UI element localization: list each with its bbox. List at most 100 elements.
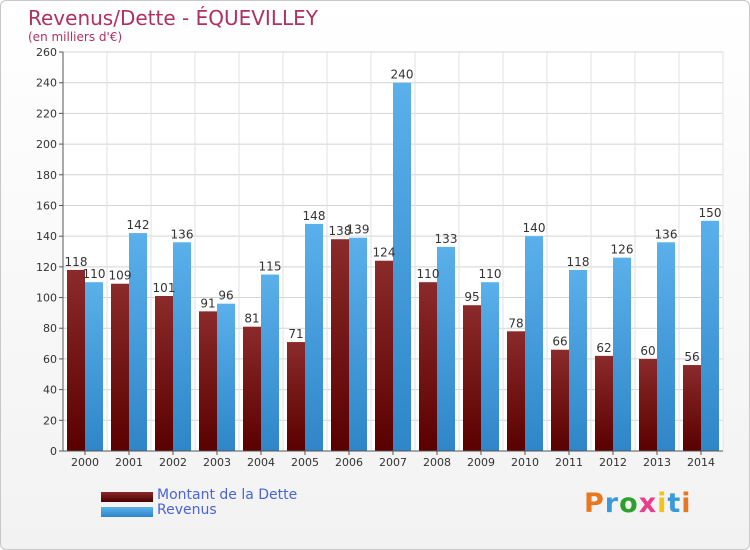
- logo-letter: o: [619, 488, 639, 519]
- data-label-revenus: 110: [479, 267, 502, 281]
- legend-label-revenus: Revenus: [157, 502, 217, 518]
- data-label-dette: 138: [329, 224, 352, 238]
- bar-revenus: [349, 237, 367, 451]
- x-tick-label: 2012: [599, 456, 627, 469]
- x-tick-label: 2002: [159, 456, 187, 469]
- bar-revenus: [129, 233, 147, 451]
- data-label-revenus: 240: [391, 68, 414, 82]
- bar-dette: [375, 260, 393, 451]
- bar-revenus: [657, 242, 675, 451]
- y-tick-label: 60: [43, 353, 57, 366]
- y-tick-label: 80: [43, 322, 57, 335]
- bar-dette: [419, 282, 437, 451]
- data-label-revenus: 115: [259, 260, 282, 274]
- data-label-revenus: 150: [699, 206, 722, 220]
- logo-letter: r: [604, 488, 620, 519]
- data-label-revenus: 140: [523, 221, 546, 235]
- bar-dette: [155, 296, 173, 451]
- data-label-revenus: 139: [347, 223, 370, 237]
- data-label-revenus: 142: [127, 218, 150, 232]
- data-label-revenus: 96: [218, 289, 233, 303]
- legend-label-dette: Montant de la Dette: [157, 487, 298, 503]
- bar-revenus: [261, 274, 279, 451]
- bar-revenus: [701, 220, 719, 451]
- data-label-dette: 62: [596, 341, 611, 355]
- x-tick-label: 2006: [335, 456, 363, 469]
- bar-revenus: [305, 223, 323, 451]
- x-tick-label: 2005: [291, 456, 319, 469]
- x-tick-label: 2009: [467, 456, 495, 469]
- data-label-dette: 71: [288, 327, 303, 341]
- y-tick-label: 160: [36, 199, 57, 212]
- bar-dette: [639, 358, 657, 451]
- y-tick-label: 40: [43, 384, 57, 397]
- bar-revenus: [85, 282, 103, 451]
- x-tick-label: 2014: [687, 456, 715, 469]
- bar-dette: [287, 342, 305, 451]
- logo-letter: i: [681, 488, 692, 519]
- bar-dette: [507, 331, 525, 451]
- bar-dette: [595, 355, 613, 451]
- data-label-dette: 91: [200, 296, 215, 310]
- chart-title: Revenus/Dette - ÉQUEVILLEY: [28, 6, 318, 30]
- bar-dette: [551, 349, 569, 451]
- bar-revenus: [217, 303, 235, 451]
- bar-revenus: [481, 282, 499, 451]
- bar-revenus: [613, 257, 631, 451]
- bar-dette: [331, 239, 349, 451]
- bar-dette: [243, 326, 261, 451]
- y-tick-label: 180: [36, 169, 57, 182]
- bar-dette: [463, 305, 481, 451]
- data-label-revenus: 118: [567, 255, 590, 269]
- data-label-revenus: 148: [303, 209, 326, 223]
- y-tick-label: 100: [36, 292, 57, 305]
- data-label-revenus: 126: [611, 243, 634, 257]
- logo-letter: i: [657, 488, 668, 519]
- y-tick-label: 240: [36, 77, 57, 90]
- data-label-revenus: 136: [655, 227, 678, 241]
- bar-revenus: [569, 269, 587, 451]
- data-label-dette: 101: [153, 281, 176, 295]
- x-tick-label: 2011: [555, 456, 583, 469]
- legend-swatch-revenus: [101, 507, 153, 517]
- x-tick-label: 2013: [643, 456, 671, 469]
- data-label-dette: 60: [640, 344, 655, 358]
- y-tick-label: 200: [36, 138, 57, 151]
- logo-letter: t: [667, 488, 682, 519]
- data-label-dette: 110: [417, 267, 440, 281]
- data-label-revenus: 110: [83, 267, 106, 281]
- x-tick-label: 2010: [511, 456, 539, 469]
- x-tick-label: 2000: [71, 456, 99, 469]
- proxiti-logo: Proxiti: [584, 488, 692, 519]
- x-tick-label: 2004: [247, 456, 275, 469]
- data-label-dette: 118: [65, 255, 88, 269]
- x-tick-label: 2007: [379, 456, 407, 469]
- y-tick-label: 140: [36, 230, 57, 243]
- y-tick-label: 20: [43, 414, 57, 427]
- bar-revenus: [437, 246, 455, 451]
- bar-revenus: [393, 82, 411, 451]
- logo-letter: P: [584, 488, 605, 519]
- y-tick-label: 220: [36, 107, 57, 120]
- chart-subtitle: (en milliers d'€): [28, 30, 123, 44]
- data-label-dette: 66: [552, 335, 567, 349]
- data-label-dette: 81: [244, 312, 259, 326]
- data-label-revenus: 136: [171, 227, 194, 241]
- x-tick-label: 2001: [115, 456, 143, 469]
- data-label-dette: 78: [508, 316, 523, 330]
- x-tick-label: 2008: [423, 456, 451, 469]
- data-label-dette: 109: [109, 269, 132, 283]
- bar-dette: [67, 269, 85, 451]
- data-label-dette: 124: [373, 246, 396, 260]
- logo-letter: x: [638, 488, 658, 519]
- y-tick-label: 260: [36, 46, 57, 59]
- data-label-dette: 56: [684, 350, 699, 364]
- legend-swatch-dette: [101, 492, 153, 502]
- bar-revenus: [173, 242, 191, 451]
- x-tick-label: 2003: [203, 456, 231, 469]
- bar-dette: [111, 283, 129, 451]
- bar-revenus: [525, 236, 543, 451]
- data-label-revenus: 133: [435, 232, 458, 246]
